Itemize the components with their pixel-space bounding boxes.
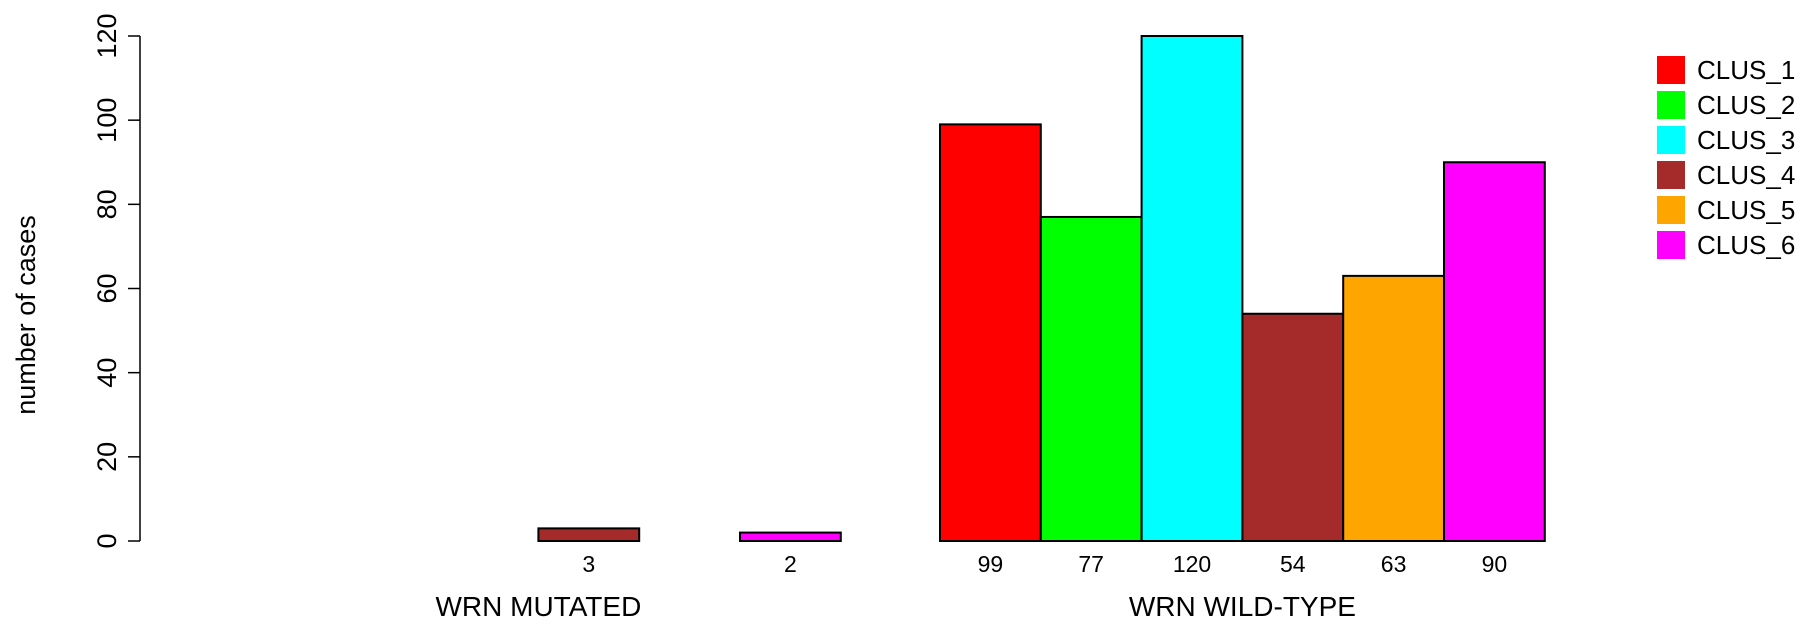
legend-swatch: [1657, 91, 1685, 119]
y-tick-label: 120: [92, 13, 122, 58]
y-axis-label: number of cases: [11, 215, 41, 415]
group-label: WRN WILD-TYPE: [1129, 591, 1356, 622]
legend-label: CLUS_2: [1697, 90, 1795, 120]
bar-clus-4: [1241, 312, 1345, 542]
group-labels: WRN MUTATED WRN WILD-TYPE: [435, 591, 1355, 622]
bar-clus-1: [939, 123, 1042, 542]
bar-value-label: 54: [1280, 551, 1306, 577]
legend-label: CLUS_4: [1697, 160, 1795, 190]
bar-clus-4: [537, 527, 641, 542]
bar-clus-6: [1443, 161, 1546, 542]
legend-label: CLUS_6: [1697, 230, 1795, 260]
bar-value-label: 120: [1173, 551, 1211, 577]
group-label: WRN MUTATED: [435, 591, 641, 622]
bars: [537, 35, 1546, 542]
legend-swatch: [1657, 126, 1685, 154]
bar-value-label: 90: [1482, 551, 1508, 577]
legend-label: CLUS_5: [1697, 195, 1795, 225]
bar-clus-6: [739, 531, 842, 542]
legend-swatch: [1657, 196, 1685, 224]
value-labels: 3 2 99 77 120 54 63 90: [582, 551, 1507, 577]
legend-swatch: [1657, 161, 1685, 189]
legend-label: CLUS_1: [1697, 55, 1795, 85]
bar-value-label: 2: [784, 551, 797, 577]
y-tick-label: 40: [92, 358, 122, 388]
bar-value-label: 77: [1078, 551, 1104, 577]
bar-clus-3: [1140, 35, 1244, 542]
bar-clus-2: [1039, 215, 1143, 542]
bar-value-label: 63: [1381, 551, 1407, 577]
y-tick-label: 0: [92, 533, 122, 548]
legend-swatch: [1657, 231, 1685, 259]
y-tick-label: 100: [92, 98, 122, 143]
y-axis: 0 20 40 60 80 100 120: [92, 13, 141, 549]
bar-clus-5: [1342, 274, 1445, 542]
y-tick-label: 60: [92, 273, 122, 303]
bar-value-label: 3: [582, 551, 595, 577]
legend: CLUS_1 CLUS_2 CLUS_3 CLUS_4 CLUS_5 CLUS_6: [1657, 55, 1795, 260]
y-tick-label: 80: [92, 189, 122, 219]
y-tick-label: 20: [92, 442, 122, 472]
legend-swatch: [1657, 56, 1685, 84]
bar-value-label: 99: [978, 551, 1004, 577]
legend-label: CLUS_3: [1697, 125, 1795, 155]
